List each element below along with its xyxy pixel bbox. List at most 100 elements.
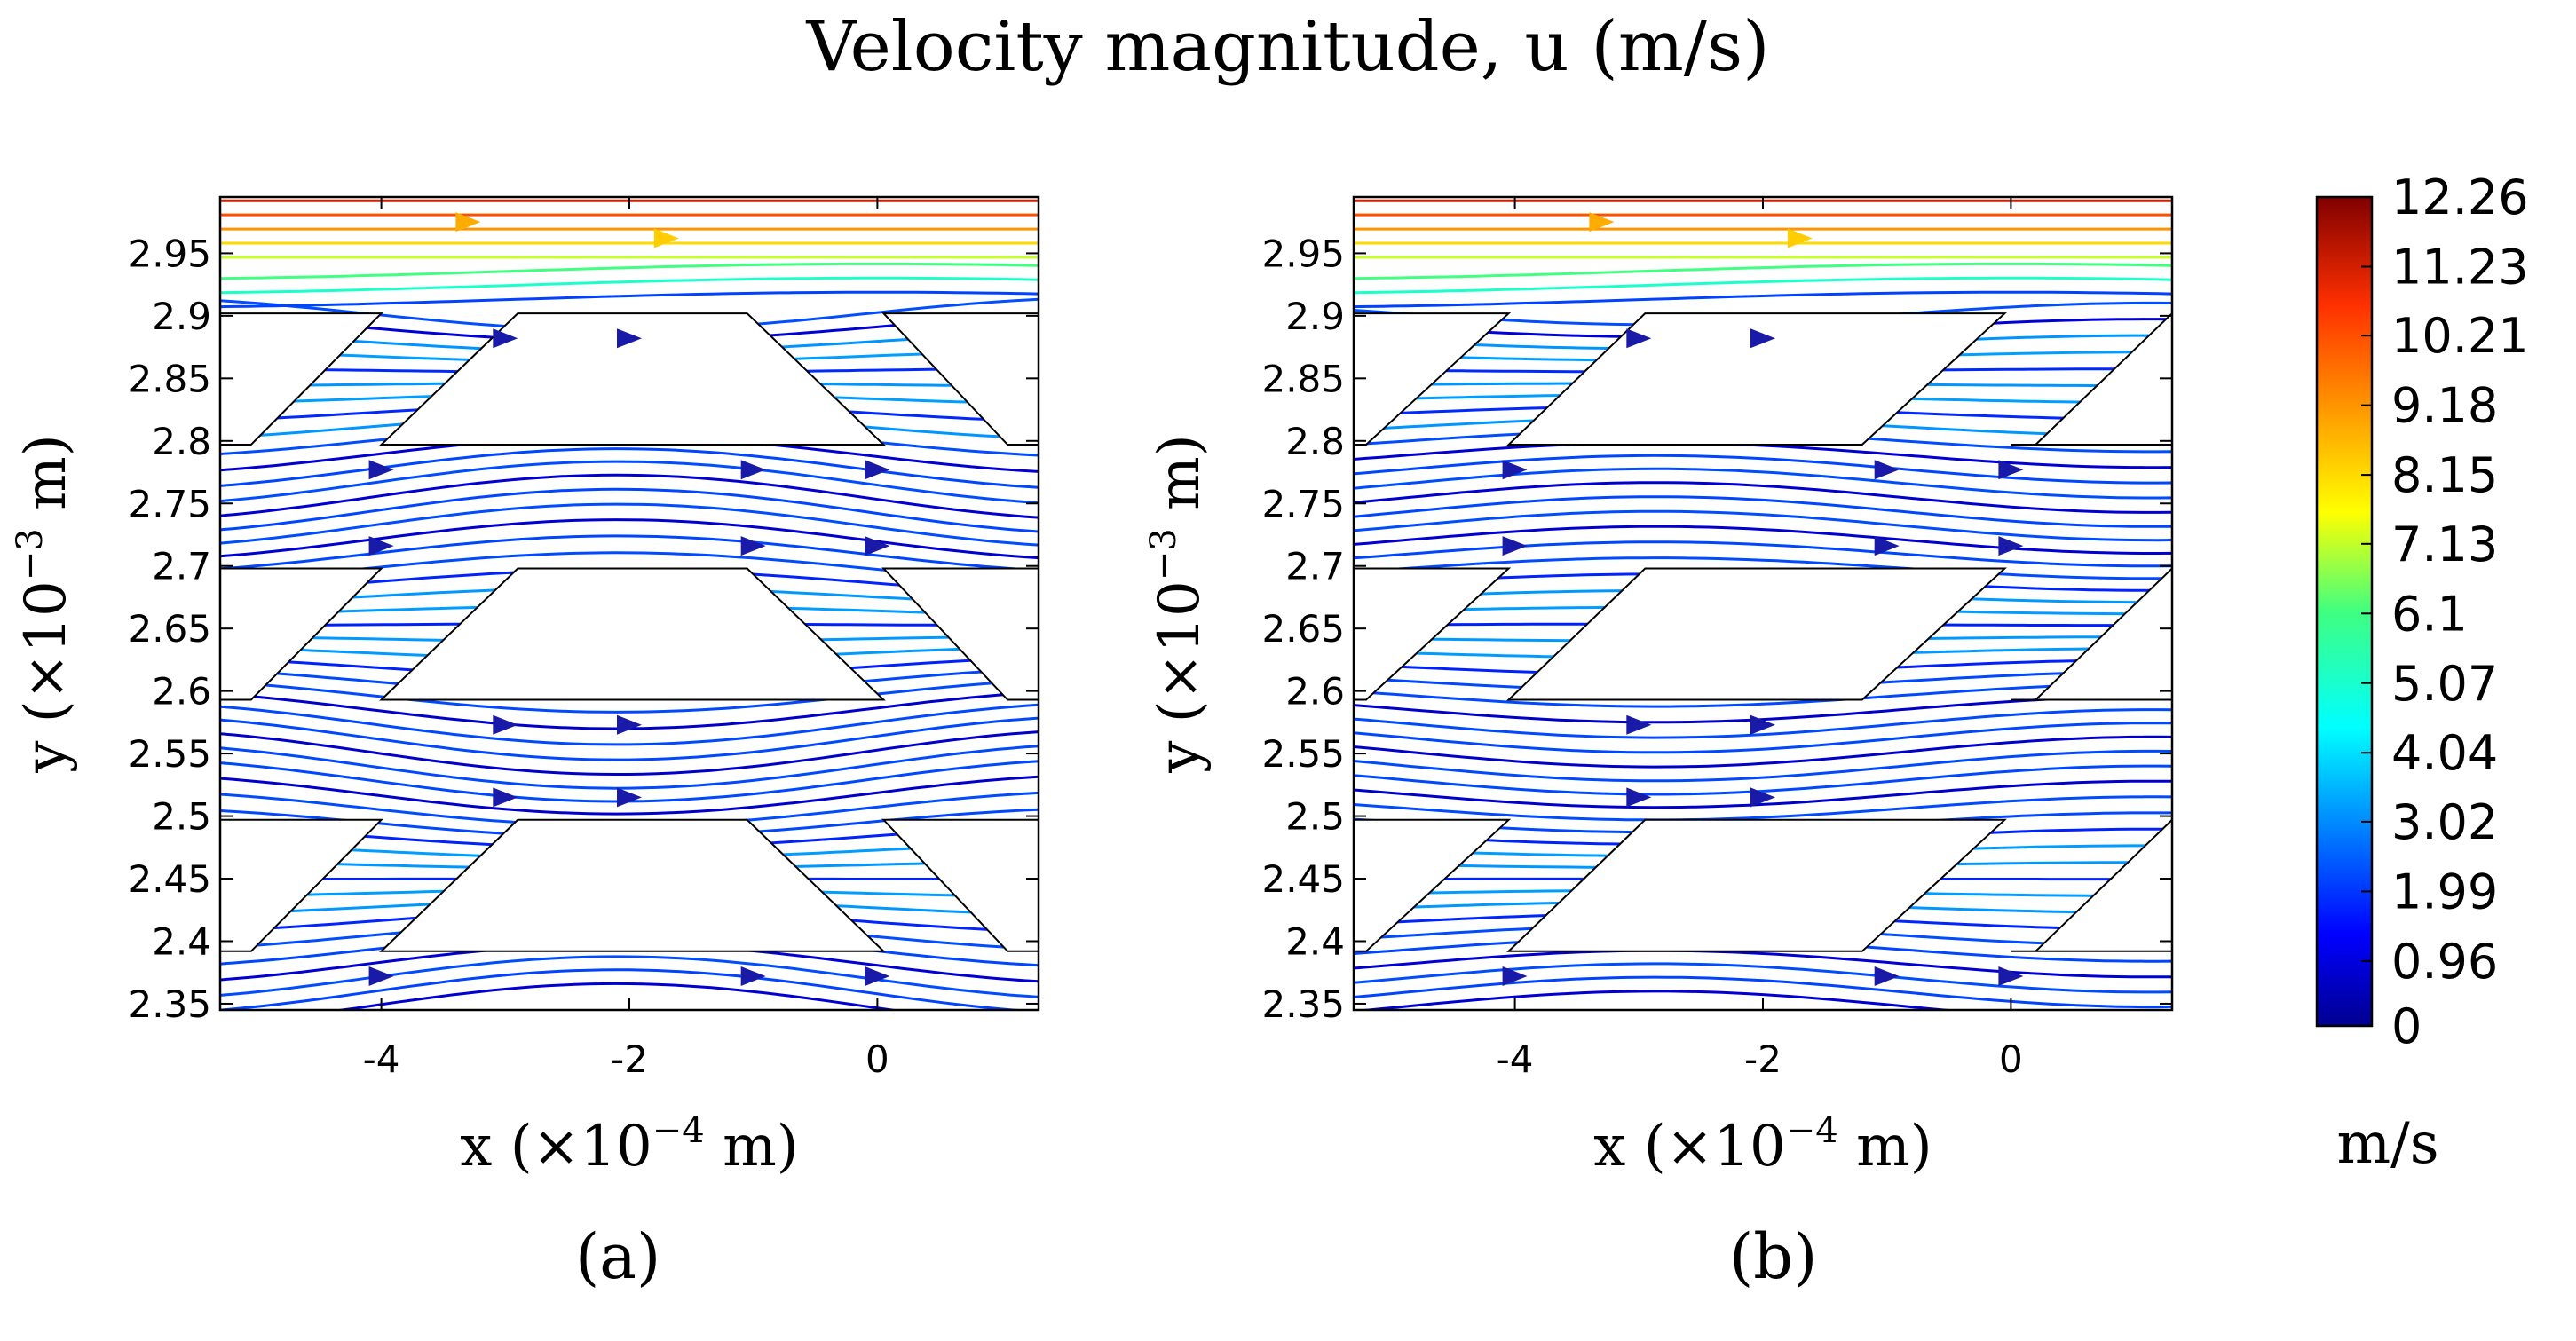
panel-a-y-tick-label: 2.7	[152, 545, 211, 588]
panel-a-streamline	[220, 968, 1031, 1010]
panel-b-obstacle	[1506, 312, 2007, 446]
panel-a-arrow	[865, 460, 890, 480]
panel-b-arrow	[1874, 536, 1900, 556]
panel-b-obstacle	[1354, 567, 1512, 701]
panel-a-x-axis: -4 -2 0	[363, 197, 889, 1081]
panel-b-streamline	[1354, 276, 2172, 295]
panel-b-x-tick-label: 0	[1999, 1037, 2023, 1081]
panel-b-streamline	[1354, 454, 2172, 485]
panel-a-streamline	[332, 982, 902, 1010]
panel-b-y-axis: 2.35 2.4 2.45 2.5 2.55 2.6 2.65 2.7 2.75 2.8 2.85 2…	[1261, 232, 2172, 1026]
panel-b-x-axis: -4 -2 0	[1497, 197, 2023, 1081]
panel-a-x-label: x (×10−4 m)	[460, 1110, 798, 1179]
panel-b-streamline	[1354, 481, 2172, 514]
colorbar-tick-label: 7.13	[2391, 517, 2498, 572]
panel-b-obstacle	[2011, 567, 2172, 701]
panel-a-streamline	[220, 745, 1039, 790]
panel-b-arrow	[1750, 787, 1775, 808]
panel-b-x-tick-label: -4	[1497, 1037, 1534, 1081]
panel-b-x-tick-label: -2	[1744, 1037, 1782, 1081]
panel-b-y-tick-label: 2.45	[1261, 857, 1345, 901]
panel-b-y-tick-label: 2.35	[1261, 982, 1345, 1026]
panel-b-streamline	[1354, 525, 2172, 555]
panel-a-y-tick-label: 2.9	[152, 295, 211, 338]
panel-b-streamline	[1354, 975, 2172, 1009]
panel-b-y-tick-label: 2.65	[1261, 607, 1345, 651]
panel-b-arrow	[1626, 328, 1652, 349]
panel-a-y-tick-label: 2.8	[152, 420, 211, 463]
panel-b-obstacle	[1506, 567, 2007, 701]
panel-a-streamline	[220, 679, 1039, 714]
panel-b-arrow	[1589, 212, 1615, 233]
panel-b-streamline	[1354, 290, 2172, 309]
panel-a-y-axis: 2.35 2.4 2.45 2.5 2.55 2.6 2.65 2.7 2.75 2.8 2.85 2…	[128, 232, 1039, 1026]
panel-b-y-tick-label: 2.7	[1285, 545, 1345, 588]
panel-a-y-label: y (×10−3 m)	[10, 434, 79, 774]
panel-a-streamline	[220, 460, 1039, 505]
panel-a-plot-area	[220, 199, 1039, 1010]
panel-b-x-label: x (×10−4 m)	[1593, 1110, 1932, 1179]
panel-a-arrow	[368, 966, 394, 986]
panel-a-arrow	[493, 787, 518, 808]
panel-b-y-tick-label: 2.75	[1261, 482, 1345, 525]
colorbar-tick-label: 12.26	[2391, 170, 2529, 225]
panel-b-y-label: y (×10−3 m)	[1143, 434, 1213, 774]
panel-b-arrow	[1874, 966, 1900, 986]
panel-a-obstacle	[379, 312, 886, 446]
panel-a-streamline	[220, 502, 1039, 547]
panel-a-y-tick-label: 2.75	[128, 482, 211, 525]
panel-b-y-tick-label: 2.5	[1285, 795, 1345, 839]
colorbar: 12.26 11.23 10.21 9.18 8.15 7.13 6.1 5.07 4.04 3.…	[2315, 170, 2529, 1177]
colorbar-tick-label: 0.96	[2391, 934, 2498, 990]
panel-b-streamline	[1354, 749, 2172, 783]
panel-a-arrow	[617, 714, 642, 735]
panel-a-obstacle	[881, 818, 1039, 952]
panel-b-obstacle	[1354, 818, 1512, 952]
panel-b-arrow	[1998, 966, 2024, 986]
panel-a-y-tick-label: 2.5	[152, 795, 211, 839]
panel-a-obstacle	[881, 312, 1039, 446]
panel-b-obstacles	[1354, 312, 2172, 952]
panel-b-streamline	[1354, 722, 2172, 754]
panel-a-y-tick-label: 2.65	[128, 607, 211, 651]
panel-a-streamline	[220, 955, 1039, 998]
panel-a-streamline	[220, 716, 1039, 761]
panel-b-streamline	[1354, 764, 2172, 796]
panel-b-arrow	[1750, 328, 1775, 349]
panel-b-chart: 2.35 2.4 2.45 2.5 2.55 2.6 2.65 2.7 2.75 2.8 2.85 2…	[1143, 195, 2174, 1179]
panel-a-y-tick-label: 2.35	[128, 982, 211, 1026]
panel-b-arrow	[1502, 966, 1528, 986]
panel-a-arrow	[740, 536, 766, 556]
panel-b-streamline	[1354, 962, 2172, 994]
panel-a-streamline	[220, 447, 1039, 489]
colorbar-tick-label: 11.23	[2391, 239, 2529, 295]
panel-b-obstacle	[2011, 818, 2172, 952]
panel-a-arrow	[865, 536, 890, 556]
panel-a-obstacle	[220, 312, 384, 446]
panel-b-streamline	[1354, 262, 2172, 280]
panel-b-streamline	[1354, 949, 2172, 979]
panel-b-streamline	[1354, 540, 2172, 568]
colorbar-tick-label: 9.18	[2391, 378, 2498, 434]
panel-a-arrow	[617, 328, 642, 349]
panel-b-streamline	[1354, 779, 2172, 809]
panel-b-arrow	[1626, 787, 1652, 808]
colorbar-unit: m/s	[2336, 1111, 2438, 1177]
colorbar-tick-label: 0	[2391, 998, 2422, 1054]
panel-a-streamline	[220, 276, 1039, 295]
panel-a-streamline	[220, 775, 1039, 816]
panel-b-streamline	[1354, 556, 2172, 580]
colorbar-tick-label: 4.04	[2391, 725, 2498, 781]
panel-a-arrow	[368, 460, 394, 480]
panel-a-streamline	[220, 262, 1039, 280]
panel-a-y-tick-label: 2.6	[152, 670, 211, 714]
panel-b-y-tick-label: 2.9	[1285, 295, 1345, 338]
panel-a-chart: 2.35 2.4 2.45 2.5 2.55 2.6 2.65 2.7 2.75 2.8 2.85 2…	[10, 195, 1040, 1179]
panel-a-obstacle	[379, 818, 886, 952]
panel-a-streamline	[220, 518, 1039, 560]
panel-a-arrow	[740, 966, 766, 986]
panel-b-arrow	[1998, 536, 2024, 556]
panel-a-y-tick-label: 2.4	[152, 919, 211, 963]
colorbar-tick-label: 3.02	[2391, 794, 2498, 850]
